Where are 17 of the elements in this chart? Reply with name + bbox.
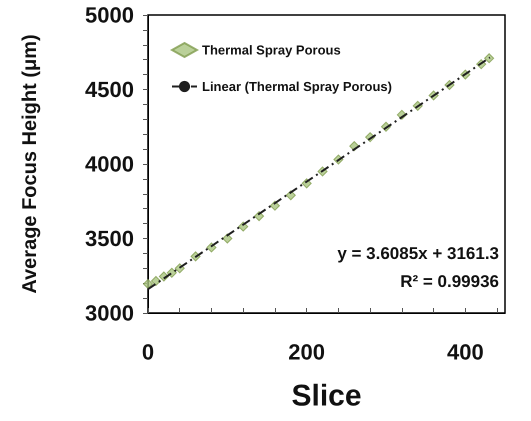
point: [484, 53, 494, 64]
annotation: R² = 0.99936: [400, 272, 499, 291]
x-tick-label: 200: [288, 340, 326, 364]
legend-label: Linear (Thermal Spray Porous): [202, 79, 392, 94]
point: [150, 276, 161, 286]
y-tick-label: 4500: [85, 77, 134, 102]
x-tick-label: 0: [142, 340, 154, 364]
x-axis-title: Slice: [291, 380, 362, 412]
legend-label: Thermal Spray Porous: [202, 42, 341, 58]
y-tick-label: 3000: [85, 300, 134, 326]
y-axis-title: Average Focus Height (μm): [19, 34, 41, 294]
y-tick-label: 3500: [85, 226, 134, 251]
y-tick-label: 4000: [85, 152, 134, 176]
y-tick-label: 5000: [85, 2, 134, 28]
annotation: y = 3.6085x + 3161.3: [337, 244, 499, 263]
point: [143, 278, 153, 289]
x-tick-label: 400: [446, 340, 484, 364]
